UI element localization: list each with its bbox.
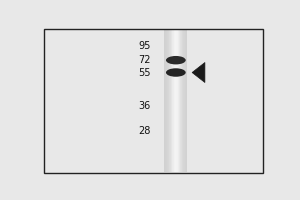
Bar — [170, 30, 171, 172]
Bar — [184, 30, 185, 172]
Bar — [185, 30, 186, 172]
Bar — [167, 30, 168, 172]
Bar — [173, 30, 174, 172]
Text: 28: 28 — [138, 126, 150, 136]
Bar — [169, 30, 170, 172]
Text: 55: 55 — [138, 68, 150, 78]
Bar — [181, 30, 182, 172]
Bar — [183, 30, 184, 172]
Ellipse shape — [166, 68, 186, 77]
Bar — [180, 30, 181, 172]
Bar — [164, 30, 188, 172]
Bar — [171, 30, 172, 172]
Bar — [172, 30, 173, 172]
Bar — [177, 30, 178, 172]
Bar — [168, 30, 169, 172]
Bar — [186, 30, 187, 172]
Bar — [165, 30, 166, 172]
Text: 95: 95 — [138, 41, 150, 51]
Text: 36: 36 — [138, 101, 150, 111]
Bar — [175, 30, 176, 172]
Bar — [187, 30, 188, 172]
Bar — [179, 30, 180, 172]
Text: 72: 72 — [138, 55, 150, 65]
Bar — [176, 30, 177, 172]
Bar — [164, 30, 165, 172]
Bar — [178, 30, 179, 172]
Ellipse shape — [166, 56, 186, 64]
Bar — [174, 30, 175, 172]
Polygon shape — [192, 62, 205, 83]
Bar — [182, 30, 183, 172]
